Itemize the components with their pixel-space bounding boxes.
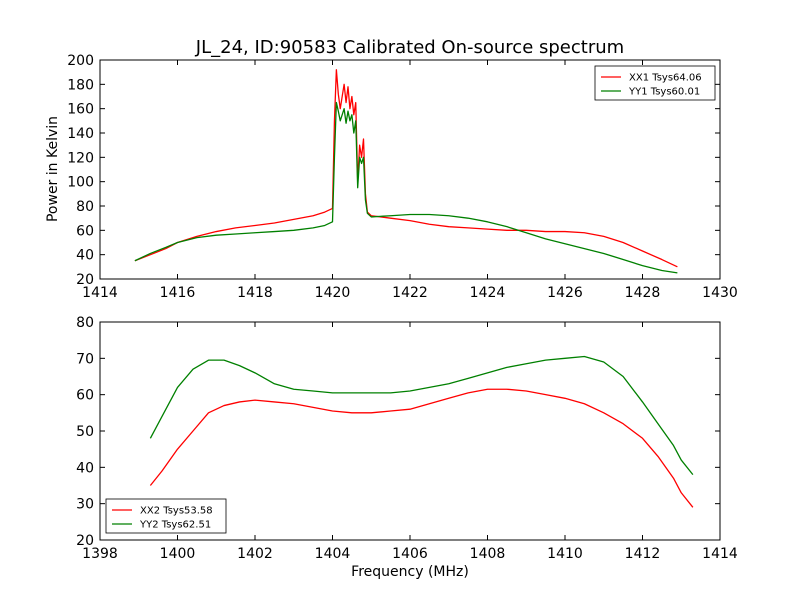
x-tick-label: 1404	[315, 546, 351, 562]
x-tick-label: 1422	[392, 285, 428, 301]
x-tick-label: 1430	[702, 285, 738, 301]
x-tick-label: 1410	[547, 546, 583, 562]
x-tick-label: 1400	[160, 546, 196, 562]
x-tick-label: 1424	[470, 285, 506, 301]
x-tick-label: 1418	[237, 285, 273, 301]
y-tick-label: 200	[67, 53, 94, 69]
y-axis-label: Power in Kelvin	[45, 116, 61, 222]
x-tick-label: 1426	[547, 285, 583, 301]
y-tick-label: 120	[67, 150, 94, 166]
y-tick-label: 40	[76, 460, 94, 476]
y-tick-label: 30	[76, 497, 94, 513]
chart-title: JL_24, ID:90583 Calibrated On-source spe…	[195, 37, 624, 58]
chart-marks: 1414 1416 1418 1420 1422 1424 1426 1428 1430 20 40…	[67, 53, 738, 562]
legend-label: YY2 Tsys62.51	[139, 520, 211, 531]
x-tick-label: 1412	[625, 546, 661, 562]
y-tick-label: 50	[76, 424, 94, 440]
legend-label: YY1 Tsys60.01	[628, 87, 700, 98]
x-tick-label: 1428	[625, 285, 661, 301]
legend-box	[594, 65, 716, 101]
y-tick-label: 70	[76, 351, 94, 367]
x-tick-label: 1414	[702, 546, 738, 562]
y-tick-label: 100	[67, 175, 94, 191]
y-tick-label: 20	[76, 533, 94, 549]
x-tick-label: 1416	[160, 285, 196, 301]
y-tick-label: 60	[76, 388, 94, 404]
x-tick-label: 1402	[237, 546, 273, 562]
y-tick-label: 60	[76, 223, 94, 239]
y-tick-label: 160	[67, 102, 94, 118]
x-tick-label: 1398	[82, 546, 118, 562]
series-line	[134, 101, 678, 274]
legend-label: XX2 Tsys53.58	[140, 506, 213, 517]
y-tick-label: 20	[76, 272, 94, 288]
y-tick-label: 80	[76, 315, 94, 331]
y-tick-label: 40	[76, 248, 94, 264]
x-tick-label: 1406	[392, 546, 428, 562]
legend-box	[105, 498, 227, 534]
series-line	[134, 69, 678, 268]
legend-label: XX1 Tsys64.06	[629, 73, 702, 84]
x-axis-label: Frequency (MHz)	[351, 564, 469, 580]
y-tick-label: 180	[67, 77, 94, 93]
y-tick-label: 140	[67, 126, 94, 142]
y-tick-label: 80	[76, 199, 94, 215]
x-tick-label: 1408	[470, 546, 506, 562]
series-line	[149, 388, 694, 508]
x-tick-label: 1420	[315, 285, 351, 301]
x-tick-label: 1414	[82, 285, 118, 301]
series-line	[149, 355, 694, 476]
